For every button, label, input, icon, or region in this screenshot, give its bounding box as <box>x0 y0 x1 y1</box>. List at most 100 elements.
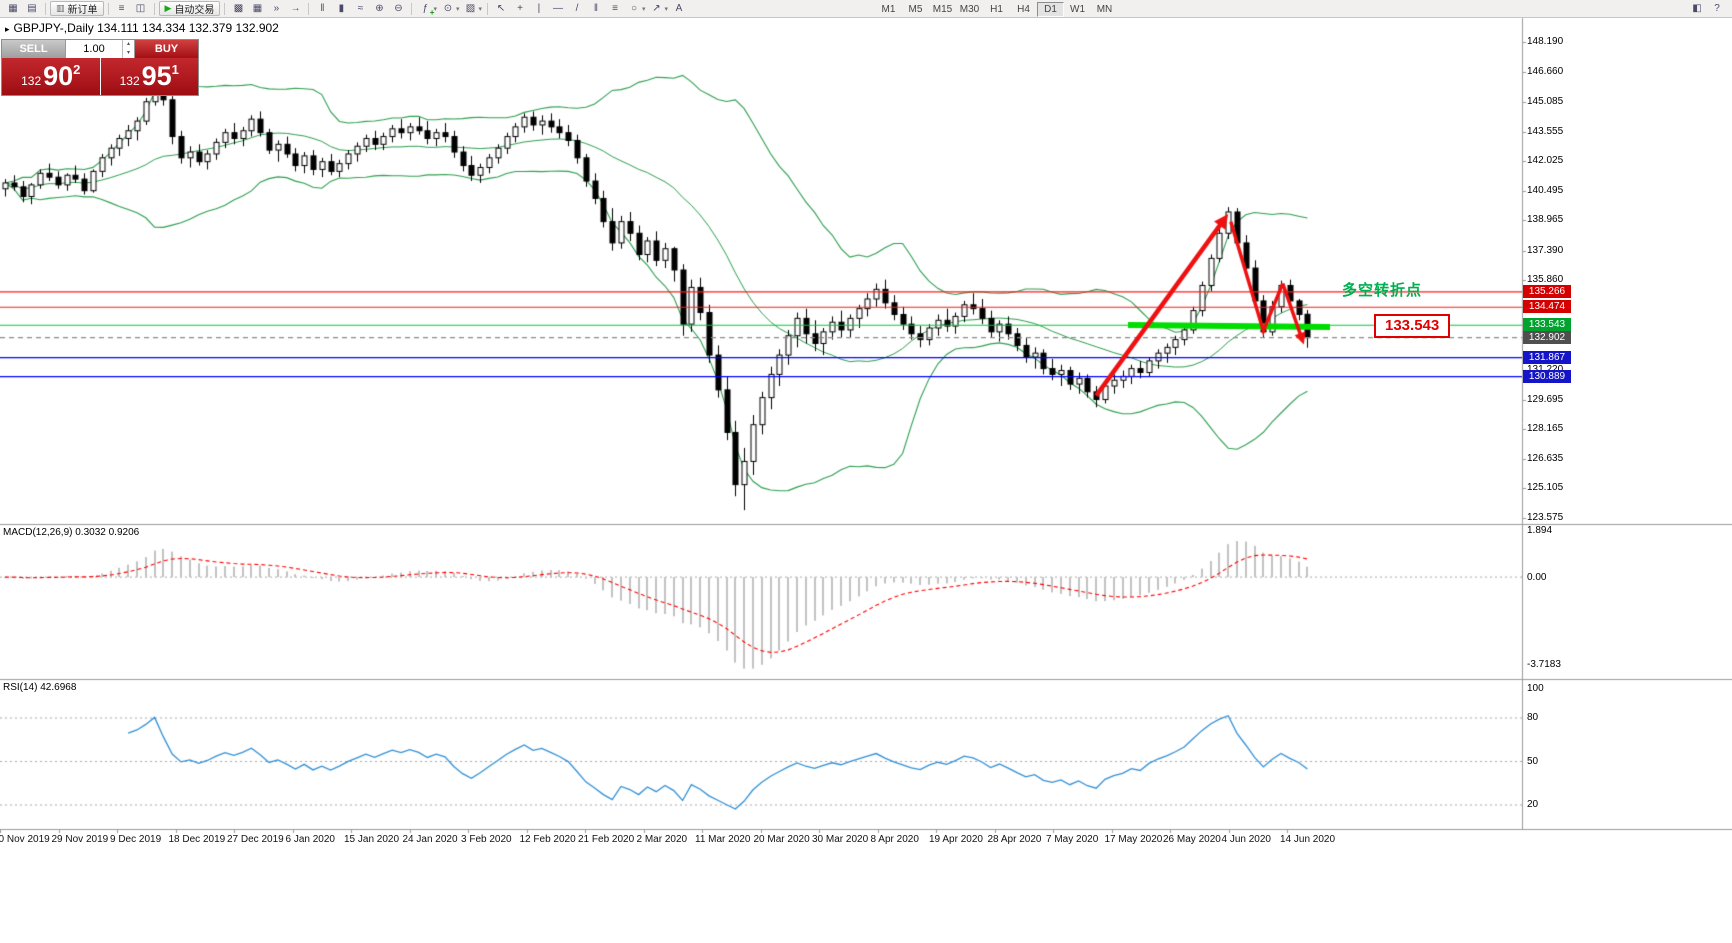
shapes-icon-glyph: ○ <box>630 3 637 14</box>
dropdown-caret-icon[interactable]: ▾ <box>455 5 460 13</box>
tile-windows-icon[interactable]: ▦ <box>248 2 266 16</box>
toolbar-separator <box>411 2 413 15</box>
dropdown-caret-icon[interactable]: ▾ <box>433 5 437 13</box>
buy-price-button[interactable]: 132 95 1 <box>100 58 198 95</box>
trendline-icon-glyph: / <box>575 3 579 14</box>
toolbar: ▦ ▤ ▥ 新订单 ≡ ◫ ▶ 自动交易 ▩ ▦» → ‖ ▮ ≈ ⊕ ⊖ ƒ + ▾ ⊙ ▾ ▨ ▾ ↖ + | — / ‖ ≡ ○ ▾ ↗ ▾… <box>0 0 1732 18</box>
chart-profiles-icon[interactable]: ▤ <box>23 2 41 16</box>
arrows-icon[interactable]: ↗ <box>648 2 666 16</box>
new-order-icon: ▥ <box>56 3 65 13</box>
indicators-icon-accent: + <box>429 7 435 17</box>
data-window-icon-glyph: ◫ <box>135 3 146 14</box>
new-order-label: 新订单 <box>67 5 98 16</box>
horizontal-line-icon-glyph: — <box>552 3 563 14</box>
templates-icon[interactable]: ▨ <box>461 2 479 16</box>
macd-indicator-label: MACD(12,26,9) 0.3032 0.9206 <box>3 527 140 538</box>
auto-trading-label: 自动交易 <box>174 5 215 16</box>
dropdown-caret-icon[interactable]: ▾ <box>664 5 669 13</box>
lot-decrease-icon[interactable]: ▾ <box>126 50 130 56</box>
timeframe-button-m30[interactable]: M30 <box>959 4 980 15</box>
tile-windows-icon-glyph: ▦ <box>252 3 263 14</box>
bar-chart-icon-glyph: ‖ <box>320 3 325 14</box>
sell-price-button[interactable]: 132 90 2 <box>2 58 100 95</box>
cursor-icon-glyph: ↖ <box>496 3 506 14</box>
data-window-icon[interactable]: ◫ <box>132 2 150 16</box>
market-watch-icon-glyph: ≡ <box>118 3 125 14</box>
bar-chart-icon[interactable]: ‖ <box>313 2 331 16</box>
horizontal-line-icon[interactable]: — <box>549 2 567 16</box>
lot-increase-icon[interactable]: ▴ <box>126 41 130 47</box>
chart-shift-icon[interactable]: → <box>286 2 304 16</box>
zoom-out-icon-glyph: ⊖ <box>394 3 403 14</box>
one-click-trade-panel: SELL 1.00 ▴ ▾ BUY 132 90 2 132 95 1 <box>1 39 199 96</box>
periods-icon[interactable]: ⊙ <box>439 2 457 16</box>
chart-window-icon-glyph: ◧ <box>1692 2 1702 14</box>
timeframe-button-m1[interactable]: M1 <box>881 4 896 15</box>
toolbar-separator <box>45 2 46 15</box>
rsi-indicator-label: RSI(14) 42.6968 <box>3 682 77 693</box>
toolbar-separator <box>486 2 488 15</box>
chart-window-icon[interactable]: ◧ <box>1688 1 1706 15</box>
text-icon-glyph: A <box>675 3 683 14</box>
shapes-icon[interactable]: ○ <box>625 2 643 16</box>
text-icon[interactable]: A <box>670 2 688 16</box>
dropdown-caret-icon[interactable]: ▾ <box>641 5 646 13</box>
timeframe-button-mn[interactable]: MN <box>1096 4 1113 15</box>
cascade-windows-icon[interactable]: ▩ <box>229 2 247 16</box>
buy-price-prefix: 132 <box>119 73 140 88</box>
line-chart-icon-glyph: ≈ <box>357 3 364 14</box>
chart-shift-icon-glyph: → <box>290 3 301 14</box>
symbol-ohlc-text: GBPJPY-,Daily 134.111 134.334 132.379 13… <box>13 21 279 35</box>
line-chart-icon[interactable]: ≈ <box>351 2 369 16</box>
buy-price-big: 95 <box>141 61 172 91</box>
auto-trading-button[interactable]: ▶ 自动交易 <box>158 1 221 16</box>
dropdown-caret-icon[interactable]: ▾ <box>478 5 482 13</box>
auto-trading-icon: ▶ <box>164 3 172 13</box>
timeframe-button-w1[interactable]: W1 <box>1070 4 1085 15</box>
vertical-line-icon[interactable]: | <box>530 2 548 16</box>
candlestick-chart-icon-glyph: ▮ <box>338 3 345 14</box>
help-icon[interactable]: ? <box>1708 1 1726 15</box>
symbol-ohlc-label: ▸ GBPJPY-,Daily 134.111 134.334 132.379 1… <box>5 21 279 35</box>
lot-size-field[interactable]: 1.00 ▴ ▾ <box>65 40 135 58</box>
timeframe-toolbar: M1 M5 M15 M30 H1 H4 D1 W1 MN <box>875 2 1118 17</box>
help-icon-glyph: ? <box>1714 2 1720 14</box>
timeframe-button-m5[interactable]: M5 <box>908 4 923 15</box>
equidistant-channel-icon[interactable]: ‖ <box>587 2 605 16</box>
buy-button[interactable]: BUY <box>135 40 198 58</box>
timeframe-button-h1[interactable]: H1 <box>990 4 1003 15</box>
turning-point-annotation: 多空转折点 <box>1342 282 1423 299</box>
zoom-in-icon[interactable]: ⊕ <box>370 2 388 16</box>
templates-icon-glyph: ▨ <box>465 3 476 14</box>
crosshair-icon-glyph: + <box>517 3 523 14</box>
zoom-out-icon[interactable]: ⊖ <box>389 2 407 16</box>
toolbar-separator <box>308 2 310 15</box>
new-order-button[interactable]: ▥ 新订单 <box>50 1 104 16</box>
timeframe-button-h4[interactable]: H4 <box>1017 4 1030 15</box>
market-watch-icon[interactable]: ≡ <box>113 2 131 16</box>
equidistant-channel-icon-glyph: ‖ <box>593 3 599 14</box>
trendline-icon[interactable]: / <box>568 2 586 16</box>
support-price-annotation: 133.543 <box>1374 314 1451 338</box>
lot-size-stepper[interactable]: ▴ ▾ <box>122 40 134 58</box>
candlestick-chart-icon[interactable]: ▮ <box>332 2 350 16</box>
timeframe-button-m15[interactable]: M15 <box>932 4 953 15</box>
cascade-windows-icon-glyph: ▩ <box>233 3 244 14</box>
sell-price-prefix: 132 <box>21 73 42 88</box>
arrows-icon-glyph: ↗ <box>652 3 661 14</box>
new-chart-icon[interactable]: ▦ <box>4 2 22 16</box>
toolbar-separator <box>224 2 226 15</box>
trade-panel-prices: 132 90 2 132 95 1 <box>2 58 198 95</box>
cursor-icon[interactable]: ↖ <box>492 2 510 16</box>
timeframe-button-d1[interactable]: D1 <box>1037 2 1064 17</box>
auto-scroll-icon[interactable]: » <box>267 2 285 16</box>
sell-button[interactable]: SELL <box>2 40 65 58</box>
indicators-icon[interactable]: ƒ + <box>416 2 435 17</box>
sell-price-pip: 2 <box>73 62 81 77</box>
crosshair-icon[interactable]: + <box>511 2 529 16</box>
fibonacci-icon[interactable]: ≡ <box>606 2 624 16</box>
fibonacci-icon-glyph: ≡ <box>612 3 618 14</box>
lot-size-value[interactable]: 1.00 <box>83 43 105 55</box>
